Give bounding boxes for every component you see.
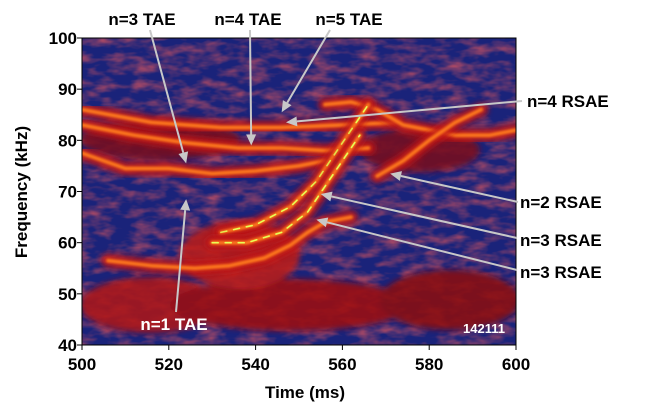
y-tick-label: 70 bbox=[58, 183, 77, 202]
x-tick-label: 520 bbox=[155, 355, 183, 374]
mode-trace-2 bbox=[82, 146, 332, 181]
x-tick-label: 540 bbox=[241, 355, 269, 374]
annotation-label: n=3 RSAE bbox=[520, 231, 602, 250]
annotation-arrow-head bbox=[320, 191, 333, 202]
mode-core bbox=[82, 123, 371, 153]
y-tick-label: 40 bbox=[58, 336, 77, 355]
mode-trace-3 bbox=[82, 118, 376, 158]
mode-trace-7 bbox=[213, 97, 376, 240]
annotation-arrow-line bbox=[400, 175, 519, 203]
x-axis-title: Time (ms) bbox=[265, 383, 345, 402]
annotation-arrow-head bbox=[180, 199, 191, 211]
annotation-arrow-line bbox=[326, 221, 518, 271]
annotation-arrow-head bbox=[390, 171, 402, 181]
y-tick-label: 100 bbox=[49, 29, 77, 48]
annotation-arrow-head bbox=[281, 100, 292, 113]
mode-annotations: n=3 TAE n=4 TAE n=5 TAE n=4 RSAE n=2 RSAE n=3… bbox=[108, 10, 608, 334]
annotation-n3rsae_a: n=3 RSAE bbox=[320, 191, 602, 250]
annotation-label: n=2 RSAE bbox=[520, 193, 602, 212]
y-tick-label: 80 bbox=[58, 131, 77, 150]
annotation-label: n=3 TAE bbox=[108, 10, 175, 29]
y-tick-label: 60 bbox=[58, 234, 77, 253]
x-tick-label: 560 bbox=[328, 355, 356, 374]
mode-peak bbox=[211, 134, 361, 244]
mode-trace-6 bbox=[370, 102, 489, 184]
y-tick-label: 50 bbox=[58, 285, 77, 304]
annotation-arrow-line bbox=[249, 29, 253, 135]
mode-trace-8 bbox=[205, 128, 367, 250]
axis-ticks: 500 520 540 560 580 600 40 50 60 70 80 90 100 bbox=[49, 29, 531, 374]
x-tick-label: 580 bbox=[415, 355, 443, 374]
annotation-arrow-line bbox=[296, 100, 523, 123]
annotation-label: n=4 TAE bbox=[214, 10, 281, 29]
mode-core bbox=[106, 215, 354, 271]
mode-core bbox=[82, 151, 327, 176]
mode-core bbox=[323, 100, 516, 138]
annotation-n3tae: n=3 TAE bbox=[108, 10, 189, 164]
mode-core bbox=[375, 107, 484, 179]
mode-trace-5 bbox=[318, 95, 516, 143]
annotation-label: n=1 TAE bbox=[140, 315, 207, 334]
annotation-arrow-line bbox=[175, 210, 187, 313]
mode-trace-1 bbox=[101, 210, 359, 276]
x-tick-label: 500 bbox=[68, 355, 96, 374]
annotation-arrow-head bbox=[316, 217, 329, 228]
mode-peak bbox=[220, 103, 370, 234]
annotation-arrow-line bbox=[331, 195, 518, 239]
annotation-n5tae: n=5 TAE bbox=[281, 10, 383, 113]
annotation-n4rsae: n=4 RSAE bbox=[285, 92, 609, 127]
x-tick-label: 600 bbox=[502, 355, 530, 374]
annotation-n1tae: n=1 TAE bbox=[140, 199, 208, 334]
shot-number: 142111 bbox=[463, 321, 505, 336]
annotation-n3rsae_b: n=3 RSAE bbox=[316, 217, 602, 282]
annotation-n2rsae: n=2 RSAE bbox=[390, 171, 602, 212]
annotation-label: n=3 RSAE bbox=[520, 263, 602, 282]
annotation-arrow-head bbox=[285, 116, 298, 127]
y-axis-title: Frequency (kHz) bbox=[12, 126, 31, 258]
annotation-label: n=5 TAE bbox=[315, 10, 382, 29]
annotation-arrow-line bbox=[149, 29, 185, 154]
annotation-label: n=4 RSAE bbox=[527, 92, 609, 111]
mode-traces bbox=[82, 95, 516, 276]
annotation-arrow-head bbox=[246, 134, 257, 146]
annotation-n4tae: n=4 TAE bbox=[214, 10, 282, 146]
y-tick-label: 90 bbox=[58, 80, 77, 99]
annotation-arrow-head bbox=[178, 151, 189, 164]
annotation-arrow-line bbox=[286, 29, 331, 104]
